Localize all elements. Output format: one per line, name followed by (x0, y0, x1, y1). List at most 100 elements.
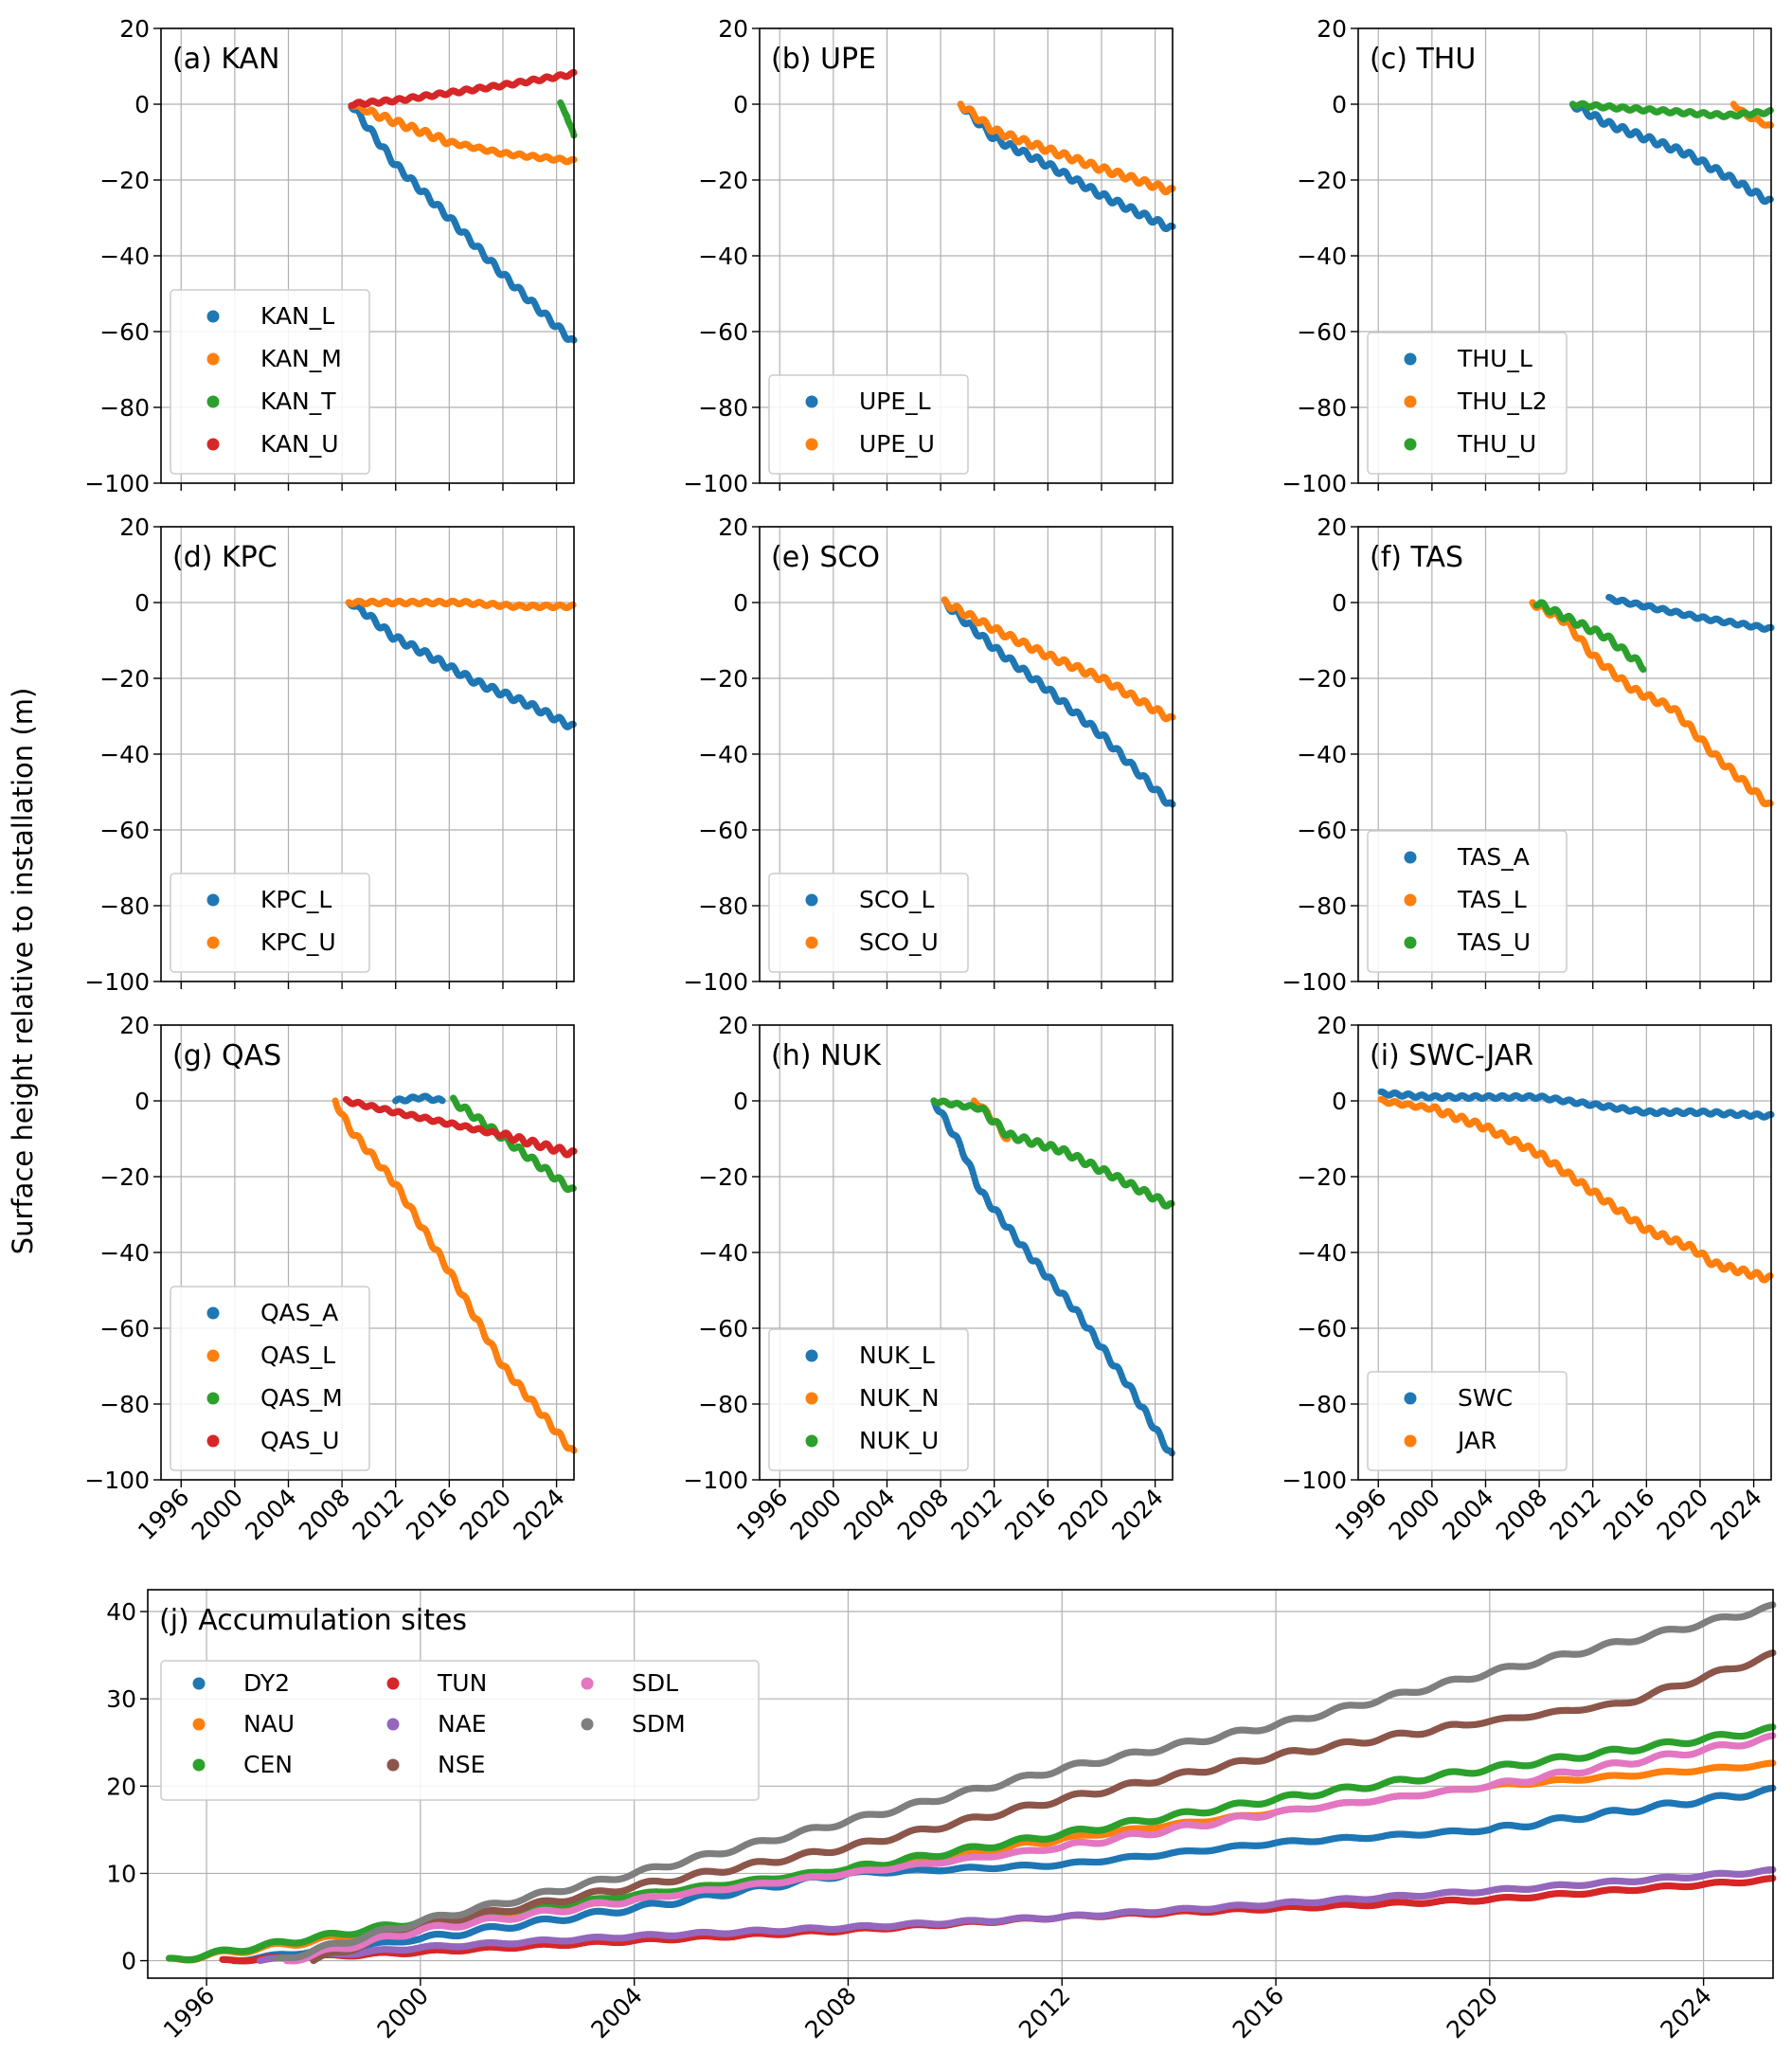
y-tick-label: −60 (698, 817, 748, 844)
y-tick-label: −60 (99, 1315, 150, 1342)
y-tick-label: −40 (1297, 741, 1347, 768)
panel-title: (b) UPE (771, 43, 876, 76)
legend-marker (805, 936, 818, 949)
y-tick-label: 0 (1332, 589, 1347, 617)
data-point (1168, 1199, 1175, 1208)
y-tick-label: −40 (698, 1239, 748, 1267)
legend-label: KAN_L (260, 302, 334, 330)
legend-marker (206, 395, 220, 408)
x-tick-label: 2000 (187, 1484, 248, 1545)
legend-marker (206, 893, 220, 907)
y-tick-label: −80 (698, 892, 748, 920)
legend-label: NUK_L (859, 1342, 935, 1369)
legend-marker (206, 936, 220, 949)
x-tick-label: 2000 (785, 1484, 847, 1545)
legend-marker (1404, 936, 1417, 949)
panel-title: (d) KPC (172, 541, 278, 574)
y-tick-label: −40 (99, 243, 150, 270)
panel-h: 200−20−40−60−80−100199620002004200820122… (683, 1012, 1175, 1545)
legend-label: THU_U (1457, 430, 1536, 458)
y-tick-label: 20 (718, 1012, 748, 1039)
legend-label: SCO_U (859, 928, 939, 956)
legend-marker (206, 1434, 220, 1448)
x-tick-label: 2008 (892, 1484, 954, 1545)
y-tick-label: −80 (99, 394, 150, 422)
legend-marker (206, 310, 220, 323)
legend-label: NUK_N (859, 1384, 940, 1412)
legend-label: QAS_L (260, 1342, 335, 1369)
panel-f: 200−20−40−60−80−100(f) TASTAS_ATAS_LTAS_… (1281, 513, 1775, 996)
y-axis-label: Surface height relative to installation … (7, 688, 39, 1255)
y-tick-label: −20 (1297, 167, 1347, 194)
panel-title: (e) SCO (771, 541, 880, 574)
legend-label: NUK_U (859, 1427, 939, 1454)
x-tick-label: 2016 (999, 1484, 1061, 1545)
y-tick-label: −80 (99, 892, 150, 920)
legend-marker (805, 395, 818, 408)
series-KPC_U (345, 597, 577, 612)
y-tick-label: 20 (119, 513, 150, 541)
y-tick-label: −100 (683, 968, 748, 996)
legend-marker (805, 1349, 818, 1362)
y-tick-label: −100 (84, 968, 150, 996)
series-UPE_L (957, 100, 1176, 233)
y-tick-label: 0 (733, 1088, 748, 1115)
legend-label: KAN_M (260, 345, 342, 372)
y-tick-label: −100 (1281, 968, 1347, 996)
legend-marker (1404, 395, 1417, 408)
x-tick-label: 2020 (455, 1484, 516, 1545)
y-tick-label: −20 (698, 1163, 748, 1191)
legend-marker (805, 438, 818, 451)
series-KAN_U (348, 68, 578, 110)
x-tick-label: 2020 (1053, 1484, 1115, 1545)
panel-title: (g) QAS (172, 1039, 281, 1072)
y-tick-label: 20 (718, 15, 748, 43)
x-tick-label: 2012 (945, 1484, 1007, 1545)
y-tick-label: 0 (134, 1088, 150, 1115)
y-tick-label: −80 (99, 1391, 150, 1418)
legend-label: QAS_M (260, 1384, 343, 1412)
x-tick-label: 2012 (347, 1484, 408, 1545)
legend-label: TAS_L (1457, 886, 1527, 913)
panel-c: 200−20−40−60−80−100(c) THUTHU_LTHU_L2THU… (1281, 15, 1775, 497)
y-tick-label: 0 (733, 91, 748, 118)
y-tick-label: 20 (119, 15, 150, 43)
series-TAS_L (1529, 599, 1774, 808)
y-tick-label: −100 (84, 1467, 150, 1494)
legend-label: THU_L2 (1457, 387, 1548, 415)
x-tick-label: 2004 (240, 1484, 301, 1545)
x-tick-label: 2004 (838, 1484, 900, 1545)
y-tick-label: −20 (1297, 665, 1347, 693)
y-tick-label: 0 (134, 589, 150, 617)
y-tick-label: −20 (99, 1163, 150, 1191)
y-tick-label: 0 (1332, 91, 1347, 118)
legend-marker (805, 1434, 818, 1448)
legend-label: KPC_U (260, 928, 336, 956)
y-tick-label: 20 (1317, 513, 1347, 541)
legend-label: KAN_T (260, 387, 336, 415)
y-tick-label: −20 (698, 665, 748, 693)
panel-title: (a) KAN (172, 43, 279, 76)
panel-i: 200−20−40−60−80−100199620002004200820122… (1281, 1012, 1775, 1545)
legend-marker (805, 1392, 818, 1405)
legend-label: QAS_U (260, 1427, 339, 1454)
y-tick-label: 0 (733, 589, 748, 617)
legend-label: SCO_L (859, 886, 935, 913)
y-tick-label: 0 (134, 91, 150, 118)
legend-marker (1404, 438, 1417, 451)
panel-title: (c) THU (1370, 43, 1476, 76)
legend-label: KPC_L (260, 886, 332, 913)
y-tick-label: −100 (683, 470, 748, 497)
y-tick-label: −60 (1297, 817, 1347, 844)
y-tick-label: −40 (698, 243, 748, 270)
legend-marker (1404, 851, 1417, 864)
series-UPE_U (957, 100, 1176, 196)
panel-title: (f) TAS (1370, 541, 1463, 574)
y-tick-label: −20 (99, 665, 150, 693)
y-tick-label: 20 (1317, 15, 1347, 43)
y-tick-label: −40 (698, 741, 748, 768)
